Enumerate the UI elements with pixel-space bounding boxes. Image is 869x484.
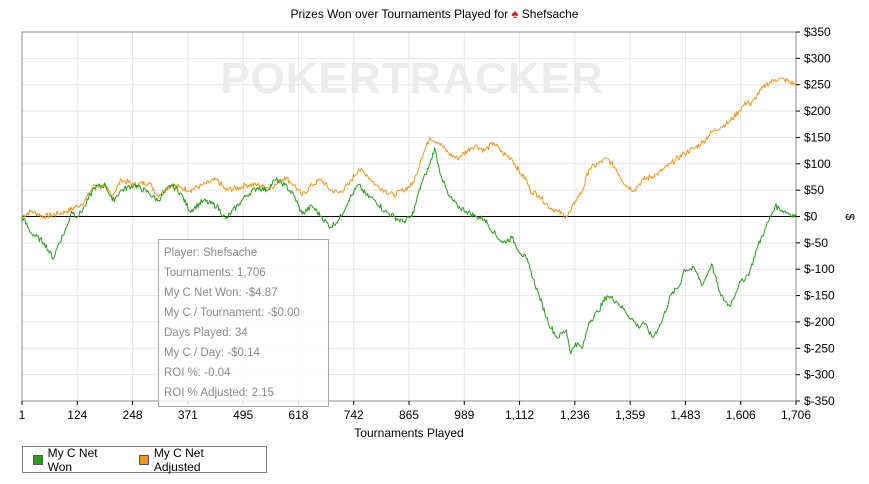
y-tick-label: $-250 [804,341,835,355]
x-tick-label: 618 [288,408,308,422]
chart-legend: My C Net Won My C Net Adjusted [22,446,267,474]
x-tick-label: 989 [454,408,474,422]
x-tick-label: 865 [399,408,419,422]
y-axis-title: $ [843,214,857,221]
legend-label-net-adjusted: My C Net Adjusted [153,445,204,474]
y-tick-label: $-300 [804,368,835,382]
y-tick-label: $300 [804,51,831,65]
tooltip-days-played: Days Played: 34 [164,327,248,339]
legend-swatch-net-adjusted [139,454,149,465]
x-tick-label: 1,359 [615,408,645,422]
chart-title-text: Prizes Won over Tournaments Played for [290,7,509,21]
x-tick-label: 742 [344,408,364,422]
x-tick-label: 248 [123,408,143,422]
tooltip-tournaments: Tournaments: 1,706 [164,267,266,279]
y-axis: $350 $300 $250 $200 $150 $100 $50 $0 $-50 $-100 $-… [796,25,835,408]
tooltip-net-won: My C Net Won: -$4.87 [164,287,278,299]
legend-item-net-adjusted[interactable]: My C Net Adjusted [139,446,248,474]
x-tick-label: 371 [178,408,198,422]
y-tick-label: $250 [804,78,831,92]
series-line-net-won [21,147,797,355]
chart-title-player: Shefsache [521,7,579,21]
legend-item-net-won[interactable]: My C Net Won [33,446,121,474]
y-tick-label: $50 [804,183,824,197]
series-line-net-adjusted [21,77,797,220]
y-tick-label: $150 [804,130,831,144]
legend-swatch-net-won [33,454,43,465]
poker-spade-icon: ♠ [511,6,519,21]
summary-tooltip: Player: Shefsache Tournaments: 1,706 My … [158,239,329,407]
x-tick-label: 1,706 [781,408,811,422]
tooltip-roi: ROI %: -0.04 [164,367,231,379]
y-tick-label: $100 [804,157,831,171]
series-layer [21,77,797,355]
watermark: POKERTRACKER [220,54,604,103]
y-tick-label: $-50 [804,236,828,250]
tooltip-roi-adjusted: ROI % Adjusted: 2.15 [164,387,274,399]
tooltip-per-day: My C / Day: -$0.14 [164,347,260,359]
x-tick-label: 1,483 [670,408,700,422]
x-tick-label: 1,236 [560,408,590,422]
y-tick-label: $-150 [804,289,835,303]
x-axis: 1 124 248 371 495 618 742 865 989 1,112 1,236 1,359… [19,401,811,422]
tooltip-player: Player: Shefsache [164,247,258,259]
tooltip-per-tournament: My C / Tournament: -$0.00 [164,307,300,319]
legend-label-net-won: My C Net Won [47,445,98,474]
y-tick-label: $-100 [804,262,835,276]
y-tick-label: $350 [804,25,831,39]
x-tick-label: 1,606 [726,408,756,422]
y-tick-label: $0 [804,210,818,224]
y-tick-label: $-350 [804,394,835,408]
x-tick-label: 495 [233,408,253,422]
y-tick-label: $200 [804,104,831,118]
x-tick-label: 1,112 [505,408,534,422]
y-tick-label: $-200 [804,315,835,329]
x-tick-label: 124 [67,408,87,422]
chart-title: Prizes Won over Tournaments Played for ♠… [0,6,869,21]
x-tick-label: 1 [19,408,26,422]
x-axis-title: Tournaments Played [354,426,463,440]
